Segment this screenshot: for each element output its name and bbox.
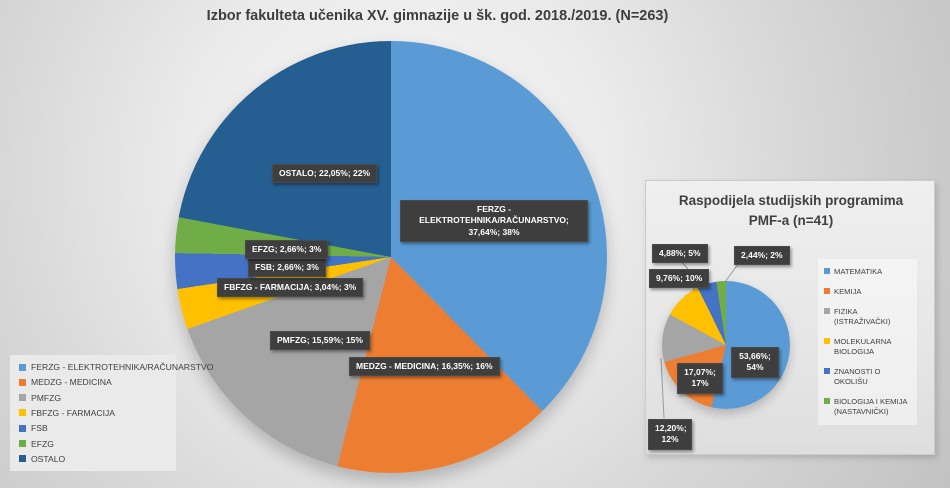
legend-item: FBFZG - FARMACIJA [19,408,167,418]
legend-label: BIOLOGIJA I KEMIJA (NASTAVNIČKI) [834,396,908,416]
legend-swatch-icon [19,409,26,417]
main-chart-title: Izbor fakulteta učenika XV. gimnazije u … [206,8,669,24]
legend-label: KEMIJA [834,286,862,296]
legend-swatch-icon [19,363,26,371]
pmf-chart-legend: MATEMATIKA KEMIJA FIZIKA (ISTRAŽIVAČKI) … [818,259,917,425]
legend-label: MATEMATIKA [834,267,883,276]
legend-item: ZNANOSTI O OKOLIŠU [824,367,911,388]
data-label-efzg: EFZG; 2,66%; 3% [245,240,329,260]
legend-swatch-icon [19,455,26,463]
legend-swatch-icon [824,397,830,404]
legend-item: FSB [19,423,167,433]
legend-item: MEDZG - MEDICINA [19,377,167,387]
data-label-ferzg: FERZG - ELEKTROTEHNIKA/RAČUNARSTVO; 37,6… [400,200,588,243]
data-label-matematika: 53,66%; 54% [731,347,779,378]
data-label-bio-kemija: 2,44%; 2% [734,246,790,266]
legend-swatch-icon [824,367,830,374]
legend-label: MOLEKULARNA BIOLOGIJA [834,336,891,356]
legend-item: MATEMATIKA [824,267,911,277]
legend-label: OSTALO [31,453,66,464]
data-label-fizika: 12,20%; 12% [648,419,692,450]
legend-label: FBFZG - FARMACIJA [31,407,116,418]
legend-item: FIZIKA (ISTRAŽIVAČKI) [824,307,911,328]
data-label-znanosti: 4,88%; 5% [652,244,708,264]
legend-item: PMFZG [19,393,167,403]
data-label-ostalo: OSTALO; 22,05%; 22% [272,164,378,184]
legend-item: MOLEKULARNA BIOLOGIJA [824,337,911,358]
legend-item: EFZG [19,439,167,449]
main-pie-chart [175,41,607,473]
legend-label: MEDZG - MEDICINA [31,377,112,388]
legend-label: ZNANOSTI O OKOLIŠU [834,366,881,386]
legend-swatch-icon [19,394,26,402]
data-label-kemija: 17,07%; 17% [677,363,723,394]
legend-label: EFZG [31,438,54,449]
legend-swatch-icon [824,337,830,344]
data-label-pmfzg: PMFZG; 15,59%; 15% [270,331,370,351]
main-chart-legend: FERZG - ELEKTROTEHNIKA/RAČUNARSTVO MEDZG… [10,355,213,471]
legend-swatch-icon [824,287,830,294]
data-label-mol-biologija: 9,76%; 10% [649,269,710,289]
pmf-chart-title: Raspodijela studijskih programima PMF-a … [678,193,904,228]
data-label-medzg: MEDZG - MEDICINA; 16,35%; 16% [349,357,500,377]
legend-swatch-icon [824,268,830,274]
legend-swatch-icon [824,307,830,314]
legend-swatch-icon [19,378,26,386]
legend-item: FERZG - ELEKTROTEHNIKA/RAČUNARSTVO [19,362,213,372]
legend-label: FERZG - ELEKTROTEHNIKA/RAČUNARSTVO [31,362,214,372]
legend-item: BIOLOGIJA I KEMIJA (NASTAVNIČKI) [824,397,911,418]
legend-item: KEMIJA [824,287,911,297]
legend-swatch-icon [19,440,26,448]
legend-item: OSTALO [19,454,167,464]
legend-swatch-icon [19,424,26,432]
pmf-chart-card: Raspodijela studijskih programima PMF-a … [645,180,935,455]
legend-label: FIZIKA (ISTRAŽIVAČKI) [834,306,891,326]
data-label-fsb: FSB; 2,66%; 3% [248,258,326,278]
data-label-fbfzg: FBFZG - FARMACIJA; 3,04%; 3% [217,278,364,298]
legend-label: FSB [31,423,48,434]
legend-label: PMFZG [31,392,62,403]
